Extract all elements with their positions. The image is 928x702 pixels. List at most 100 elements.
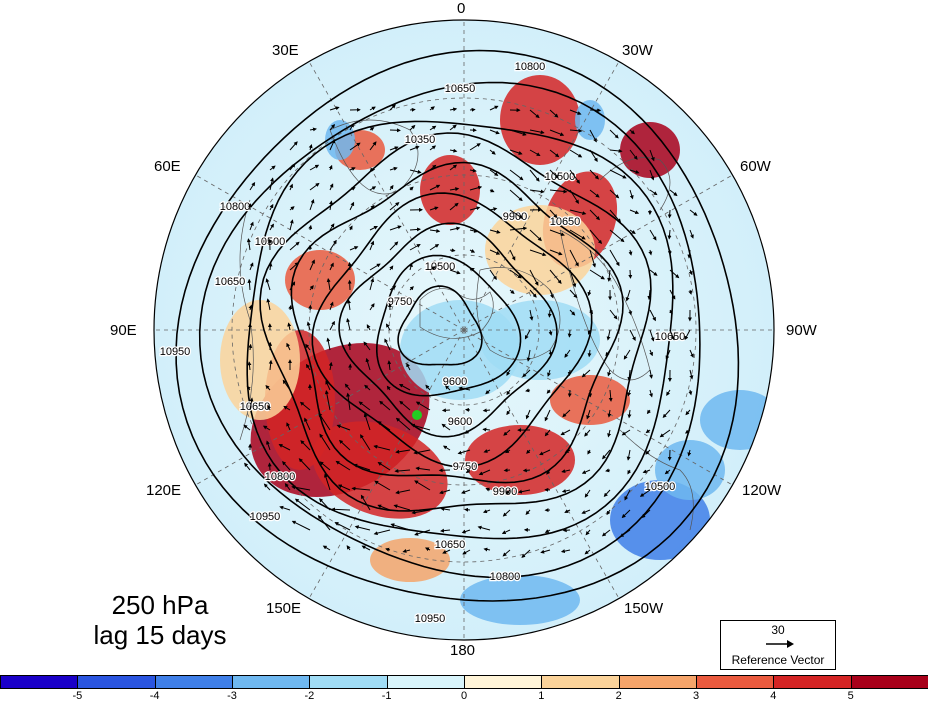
wind-vector	[249, 397, 254, 411]
wind-vector	[587, 449, 592, 455]
meridian-line	[308, 329, 465, 599]
wind-vector	[639, 489, 651, 497]
colorbar-swatch	[0, 675, 79, 689]
wind-vector	[269, 177, 274, 191]
wind-vector	[429, 244, 440, 251]
wind-vector	[601, 529, 611, 537]
wind-vector	[318, 412, 331, 431]
wind-vector	[369, 141, 377, 151]
wind-vector	[539, 449, 551, 456]
anomaly-patch	[700, 390, 774, 450]
wind-vector	[249, 221, 254, 231]
wind-vector	[399, 400, 411, 411]
wind-vector	[462, 549, 471, 555]
contour-label: 10650	[550, 216, 581, 228]
wind-vector	[331, 507, 351, 512]
wind-vector	[623, 349, 631, 360]
wind-vector	[509, 169, 524, 181]
wind-vector	[505, 449, 511, 454]
lon-label-60e: 60E	[154, 158, 181, 175]
lon-label-120w: 120W	[742, 482, 782, 499]
anomaly-patch	[500, 75, 580, 165]
wind-vector	[524, 329, 531, 340]
wind-vector	[354, 525, 371, 531]
height-contour	[198, 81, 701, 579]
wind-vector	[406, 362, 411, 371]
wind-vector	[322, 545, 331, 551]
wind-vector	[564, 449, 571, 453]
wind-vector	[247, 361, 252, 371]
wind-vector	[398, 384, 411, 391]
wind-vector	[309, 285, 314, 291]
wind-vector	[409, 124, 416, 131]
colorbar-swatch	[773, 675, 852, 689]
colorbar-tick-label: 2	[615, 690, 622, 702]
wind-vector	[429, 125, 437, 131]
wind-vector	[517, 489, 531, 494]
wind-vector	[605, 468, 611, 473]
wind-vector	[265, 278, 271, 291]
wind-vector	[409, 107, 416, 112]
wind-vector	[569, 249, 579, 267]
wind-vector	[425, 547, 431, 552]
wind-vector	[366, 324, 371, 331]
wind-vector	[649, 309, 656, 322]
wind-vector	[373, 529, 391, 536]
wind-vector	[324, 390, 331, 411]
wind-vector	[349, 142, 361, 151]
wind-vector	[386, 385, 391, 391]
wind-vector	[347, 261, 352, 271]
wind-vector	[324, 473, 331, 491]
wind-vector	[629, 149, 638, 160]
wind-vector	[464, 429, 471, 434]
wind-vector	[429, 106, 435, 111]
wind-vector	[589, 249, 596, 268]
wind-vector	[309, 127, 317, 132]
wind-vector	[373, 444, 391, 451]
wind-vector	[409, 145, 420, 151]
polar-map: 10800 10650 10350 10500 9900 10650 10500 9750 96…	[153, 19, 775, 641]
wind-vector	[477, 525, 491, 531]
wind-vector	[587, 289, 592, 297]
anomaly-patch	[480, 300, 600, 380]
wind-vector	[269, 223, 274, 231]
wind-vector	[642, 469, 651, 474]
wind-vector	[329, 239, 337, 251]
wind-vector	[609, 189, 620, 199]
wind-vector	[409, 227, 421, 232]
wind-vector	[409, 186, 414, 191]
wind-vector	[567, 329, 572, 338]
wind-vector	[509, 129, 527, 136]
wind-vector	[326, 337, 331, 351]
wind-vector	[621, 509, 631, 519]
title-lag: lag 15 days	[93, 620, 227, 650]
wind-vector	[263, 483, 271, 491]
wind-vector	[609, 209, 622, 223]
wind-vector	[589, 229, 603, 245]
wind-vector	[429, 206, 439, 211]
wind-vector	[286, 342, 291, 351]
meridian-line	[463, 329, 733, 486]
wind-vector	[562, 409, 571, 418]
wind-vector	[364, 384, 371, 391]
colorbar-swatch	[464, 675, 543, 689]
wind-vector	[602, 449, 611, 460]
wind-vector	[478, 469, 491, 476]
wind-vector	[609, 129, 619, 139]
wind-vector	[334, 522, 351, 531]
contour-label: 10350	[405, 134, 436, 146]
wind-vector	[606, 509, 611, 516]
wind-vector	[395, 449, 411, 454]
wind-vector	[666, 389, 671, 396]
wind-vector	[248, 343, 253, 351]
wind-vector	[369, 106, 376, 111]
wind-vector	[267, 462, 272, 471]
wind-vector	[561, 489, 571, 493]
colorbar-tick-label: 5	[847, 690, 854, 702]
wind-vector	[629, 169, 640, 174]
wind-vector	[609, 229, 625, 243]
wind-vector	[329, 106, 340, 111]
wind-vector	[305, 363, 311, 371]
wind-vector	[377, 462, 391, 471]
wind-vector	[410, 423, 431, 431]
